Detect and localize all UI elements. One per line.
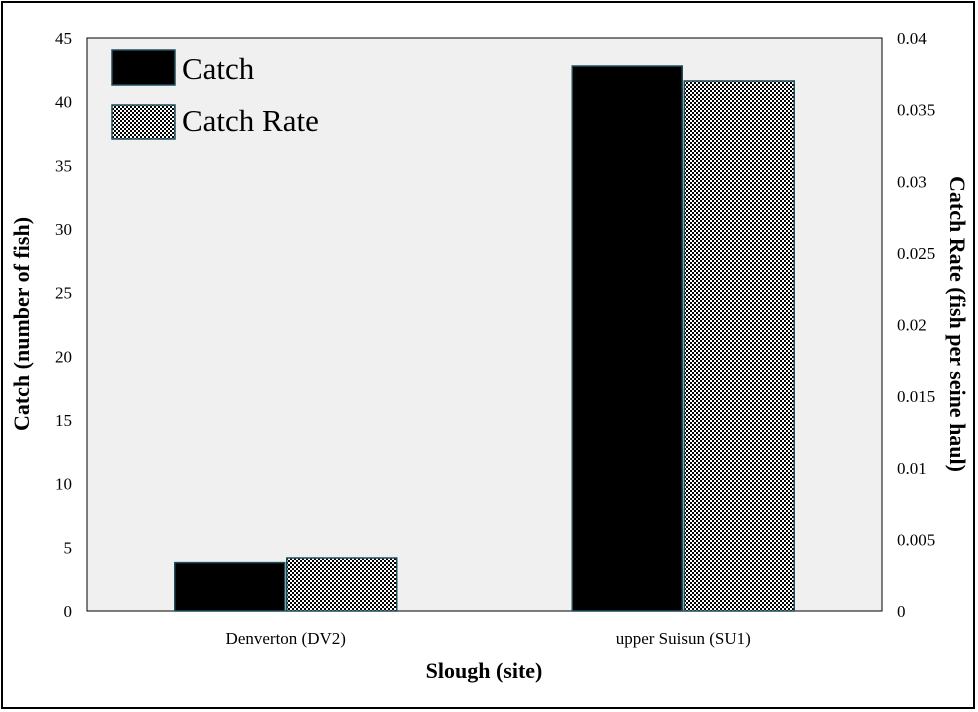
y2-tick-label: 0.03 [897,172,927,191]
y-tick-label: 45 [55,29,72,48]
y-tick-label: 25 [55,284,72,303]
y-tick-label: 40 [55,93,72,112]
x-axis-title: Slough (site) [426,658,543,683]
y-tick-label: 15 [55,411,72,430]
legend-swatch-catch [111,49,176,86]
right-axis-ticks: 0 0.005 0.01 0.015 0.02 0.025 0.03 0.035 0.04 [897,29,935,621]
y2-tick-label: 0.04 [897,29,927,48]
bar-catch-rate-0 [286,557,398,612]
y-tick-label: 20 [55,347,72,366]
bar-catch-rate-1 [683,80,795,612]
legend-label-catch-rate: Catch Rate [182,103,319,138]
y-tick-label: 0 [64,602,73,621]
bar-catch-1 [571,65,683,612]
x-tick-label: upper Suisun (SU1) [616,629,751,648]
y2-tick-label: 0.025 [897,244,935,263]
left-axis-ticks: 0 5 10 15 20 25 30 35 40 45 [55,29,72,621]
bars-group [174,65,795,612]
y-tick-label: 35 [55,156,72,175]
bar-catch-0 [174,561,286,612]
y2-tick-label: 0.035 [897,101,935,120]
y2-tick-label: 0 [897,602,906,621]
legend-label-catch: Catch [182,51,255,86]
x-axis-ticks: Denverton (DV2) upper Suisun (SU1) [226,629,751,648]
y-tick-label: 5 [64,538,73,557]
y2-tick-label: 0.02 [897,316,927,335]
legend-swatch-catch-rate [111,104,176,140]
legend: Catch Catch Rate [111,49,319,140]
y2-axis-title: Catch Rate (fish per seine haul) [945,176,970,472]
x-tick-label: Denverton (DV2) [226,629,346,648]
y2-tick-label: 0.015 [897,387,935,406]
y2-tick-label: 0.01 [897,459,927,478]
y2-tick-label: 0.005 [897,530,935,549]
y-tick-label: 30 [55,220,72,239]
y-axis-title: Catch (number of fish) [9,217,34,431]
y-tick-label: 10 [55,475,72,494]
